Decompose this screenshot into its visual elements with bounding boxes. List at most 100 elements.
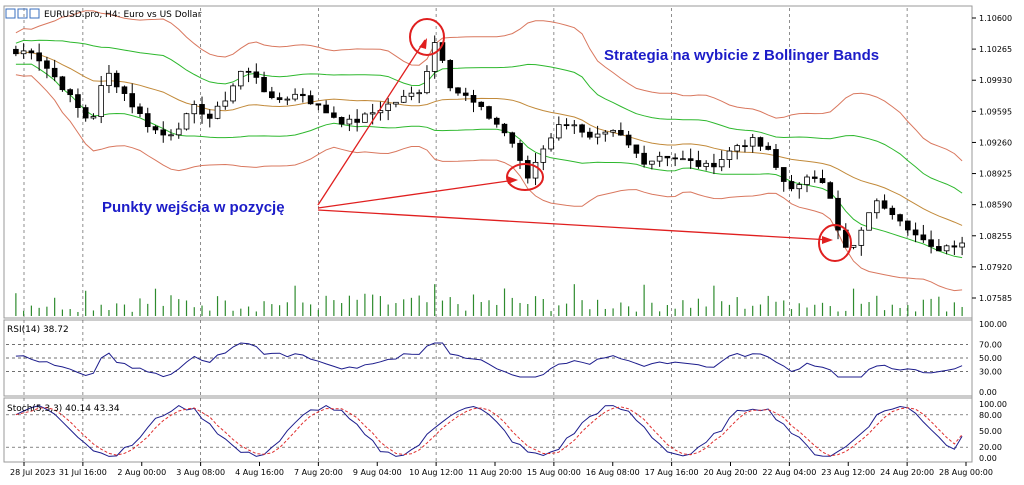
candle-body xyxy=(920,234,927,241)
candle-body xyxy=(757,137,764,147)
y-tick-label: 1.07920 xyxy=(979,263,1012,272)
candle-body xyxy=(13,48,19,55)
candle-body xyxy=(486,106,492,119)
candle-body xyxy=(455,87,461,94)
arrow-line xyxy=(317,209,831,241)
x-tick-label: 4 Aug 16:00 xyxy=(235,468,284,477)
x-tick-label: 9 Aug 04:00 xyxy=(353,468,402,477)
rsi-line xyxy=(15,342,963,378)
candle-body xyxy=(284,98,291,101)
candle-body xyxy=(540,148,547,163)
entry-circle xyxy=(409,18,445,56)
candle-body xyxy=(67,89,73,96)
candle-body xyxy=(168,134,174,137)
arrow-line xyxy=(317,179,516,209)
candle-body xyxy=(501,123,508,134)
candle-body xyxy=(400,95,407,103)
candle-body xyxy=(137,106,143,114)
x-tick-label: 15 Aug 00:00 xyxy=(527,468,581,477)
x-tick-label: 3 Aug 08:00 xyxy=(176,468,225,477)
candle-body xyxy=(602,131,609,135)
arrows xyxy=(317,18,852,262)
y-tick-label: 1.10265 xyxy=(979,45,1012,54)
candle-body xyxy=(579,124,585,133)
candle-body xyxy=(276,97,283,101)
candle-body xyxy=(230,85,236,102)
candle-body xyxy=(943,245,950,252)
y-tick-label: 1.10600 xyxy=(979,14,1012,23)
candle-body xyxy=(905,220,911,231)
arrow-head xyxy=(822,236,833,244)
y-tick-label: 1.08255 xyxy=(979,232,1012,241)
y-tick-label: 1.08925 xyxy=(979,170,1012,179)
candle-body xyxy=(664,155,671,159)
candle-body xyxy=(28,50,35,54)
rsi-tick-label: 100.00 xyxy=(979,320,1007,329)
candle-body xyxy=(641,152,647,165)
candle-body xyxy=(517,142,523,161)
candle-body xyxy=(75,94,81,108)
candle-body xyxy=(385,103,391,111)
candle-body xyxy=(742,145,748,148)
arrow-line xyxy=(317,39,426,206)
candle-body xyxy=(703,162,709,167)
rsi-tick-label: 50.00 xyxy=(979,354,1002,363)
candle-body xyxy=(424,70,430,94)
candle-body xyxy=(734,145,740,152)
candle-body xyxy=(680,158,686,161)
candle-body xyxy=(82,107,89,119)
candle-body xyxy=(206,113,213,119)
candle-body xyxy=(51,67,58,78)
candle-body xyxy=(618,129,624,136)
arrow-head xyxy=(507,176,518,184)
candle-body xyxy=(36,52,42,62)
grid-icon xyxy=(5,8,16,19)
candle-body xyxy=(113,72,120,88)
stoch-tick-label: 0.00 xyxy=(979,454,997,463)
candle-body xyxy=(587,131,593,138)
x-tick-label: 7 Aug 20:00 xyxy=(294,468,343,477)
x-tick-label: 31 Jul 16:00 xyxy=(59,468,107,477)
candle-body xyxy=(315,103,322,106)
candle-body xyxy=(718,159,725,168)
entry-circle xyxy=(818,224,852,262)
candle-body xyxy=(804,176,810,185)
candle-body xyxy=(897,214,903,222)
candle-body xyxy=(98,85,104,117)
candle-body xyxy=(245,70,252,73)
candle-body xyxy=(121,86,128,94)
candle-body xyxy=(827,182,834,199)
candle-body xyxy=(874,200,880,214)
stoch-tick-label: 80.00 xyxy=(979,411,1002,420)
candle-body xyxy=(532,161,539,179)
candle-body xyxy=(749,137,756,147)
candle-body xyxy=(687,158,694,161)
candle-body xyxy=(354,118,360,123)
y-tick-label: 1.07585 xyxy=(979,294,1012,303)
candle-body xyxy=(160,129,167,136)
bollinger-lower-line xyxy=(15,74,963,292)
y-tick-label: 1.09595 xyxy=(979,107,1012,116)
candle-body xyxy=(788,181,795,190)
candle-body xyxy=(811,176,818,179)
x-tick-label: 11 Aug 20:00 xyxy=(468,468,522,477)
candle-body xyxy=(462,92,469,96)
candle-body xyxy=(144,113,151,128)
candle-body xyxy=(269,91,275,99)
arrow-head xyxy=(419,38,427,49)
candle-body xyxy=(346,118,353,125)
entry-points-label: Punkty wejścia w pozycję xyxy=(102,199,285,216)
x-tick-label: 23 Aug 12:00 xyxy=(821,468,875,477)
entry-circle xyxy=(506,163,544,191)
candle-body xyxy=(408,92,415,97)
candle-body xyxy=(214,105,221,119)
candle-body xyxy=(889,207,896,216)
grid-icon xyxy=(17,8,28,19)
candle-body xyxy=(563,124,570,127)
y-tick-label: 1.09260 xyxy=(979,138,1012,147)
rsi-label: RSI(14) 38.72 xyxy=(7,325,69,335)
chart-title: EURUSD.pro, H4: Euro vs US Dollar xyxy=(44,10,202,20)
candle-body xyxy=(509,132,516,144)
window-icon-group xyxy=(5,8,40,19)
